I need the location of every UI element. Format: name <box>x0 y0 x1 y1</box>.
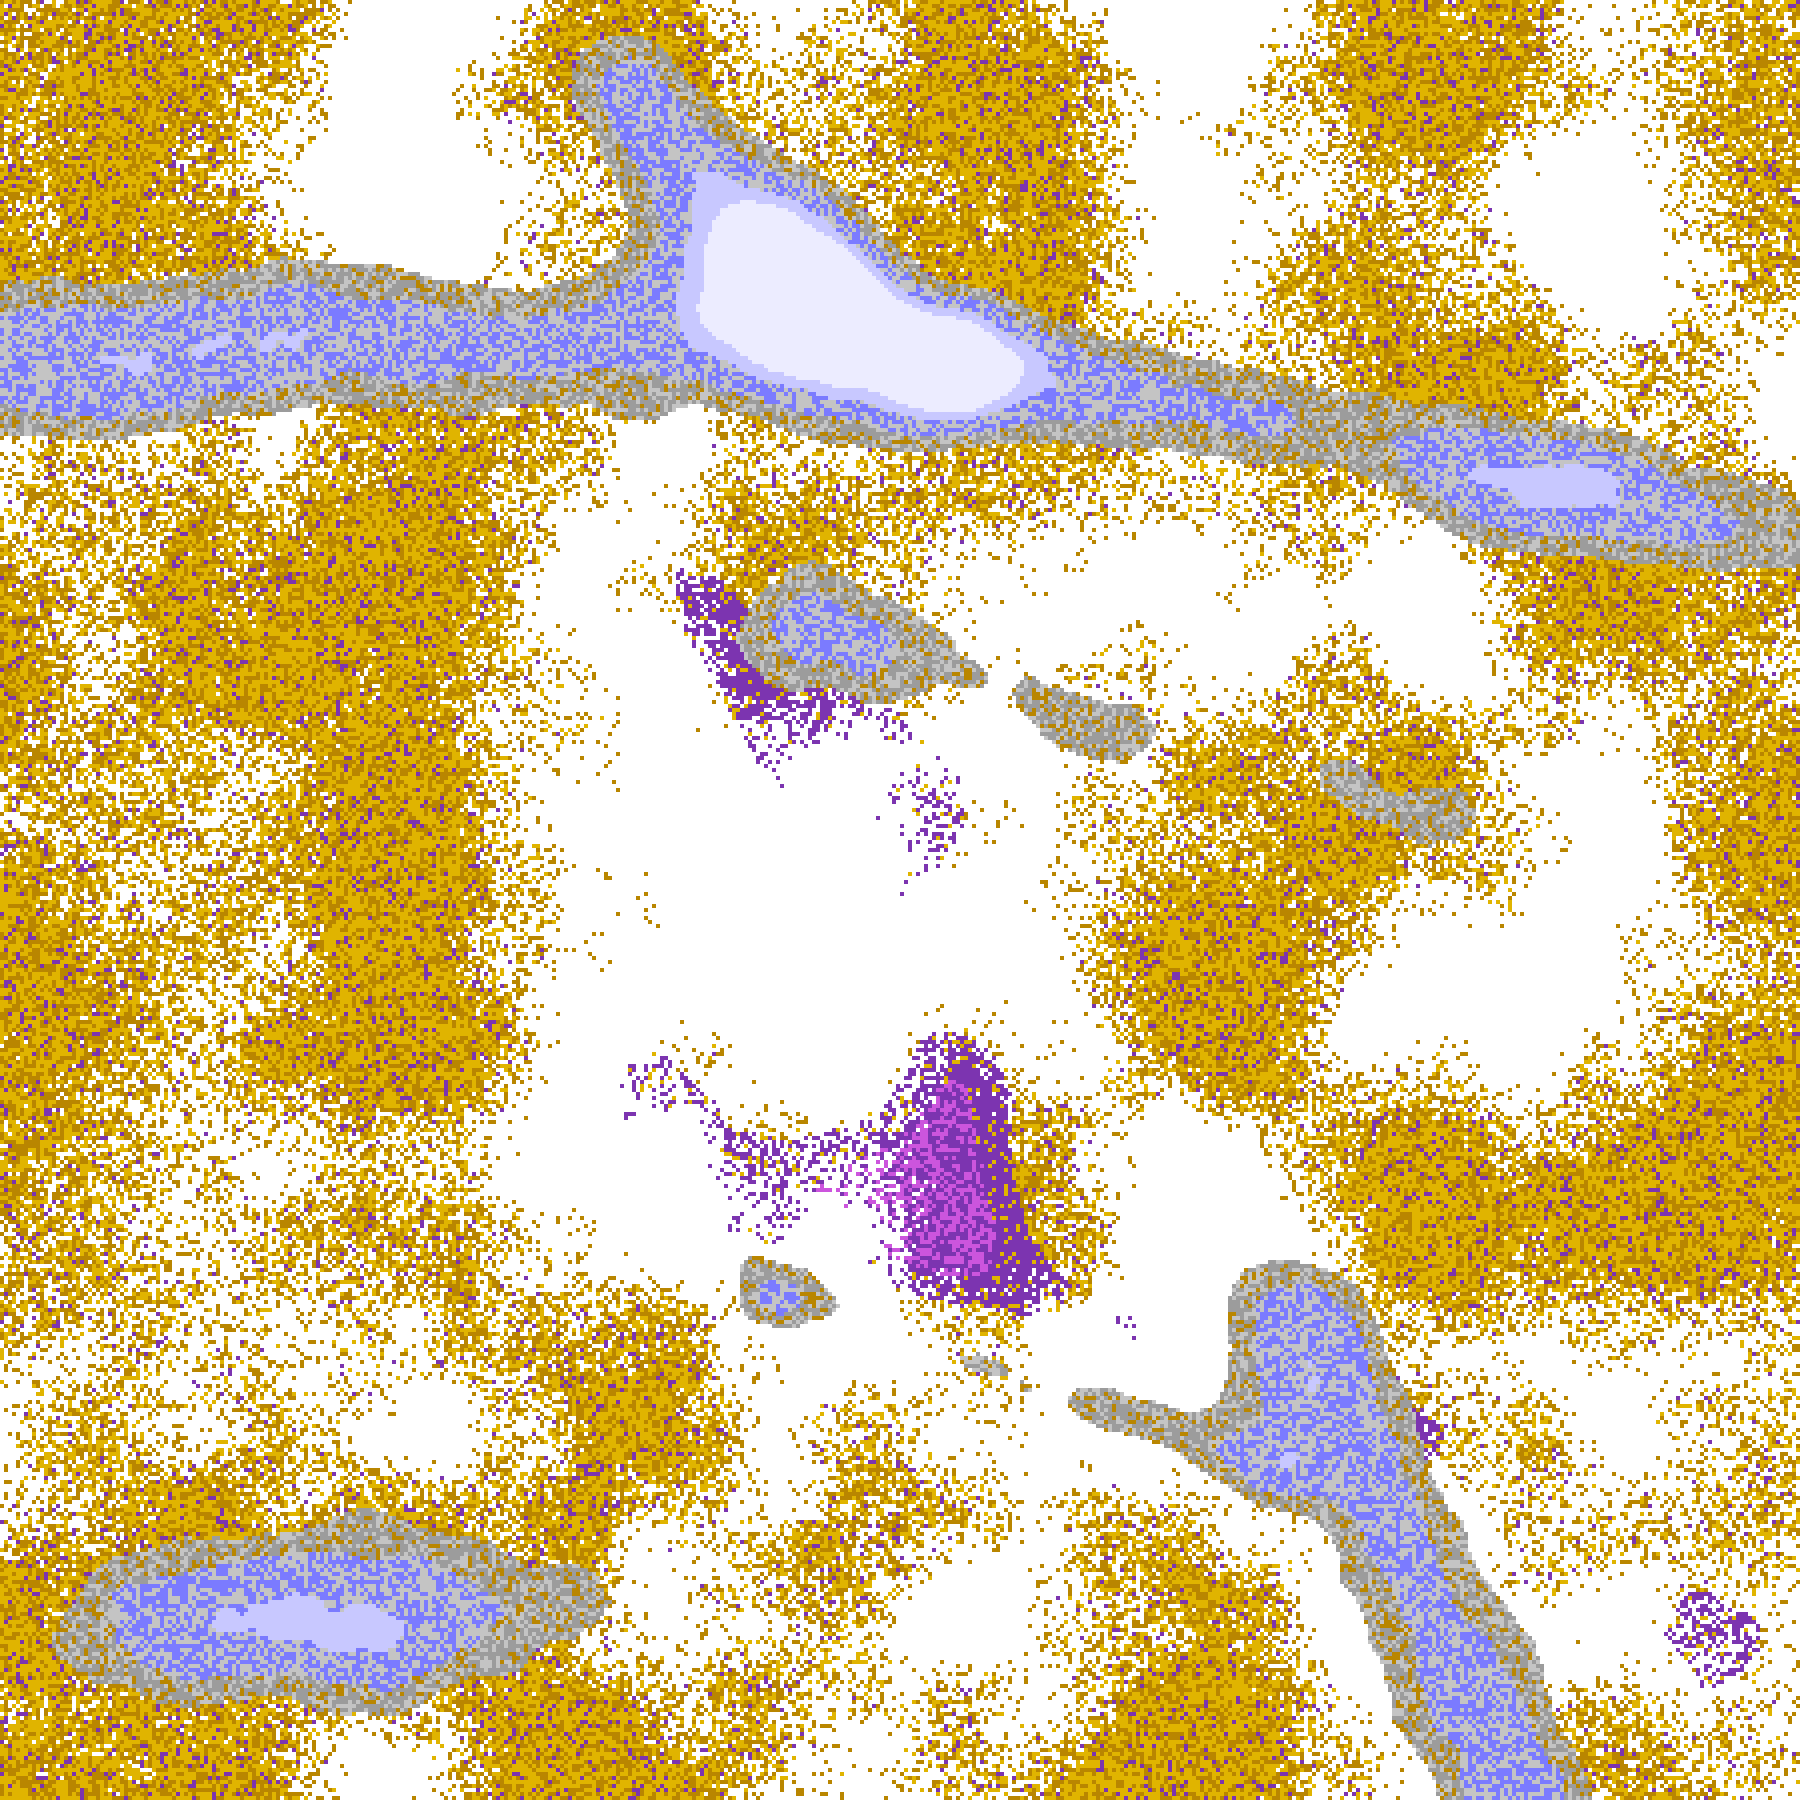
classified-map-raster <box>0 0 1800 1800</box>
